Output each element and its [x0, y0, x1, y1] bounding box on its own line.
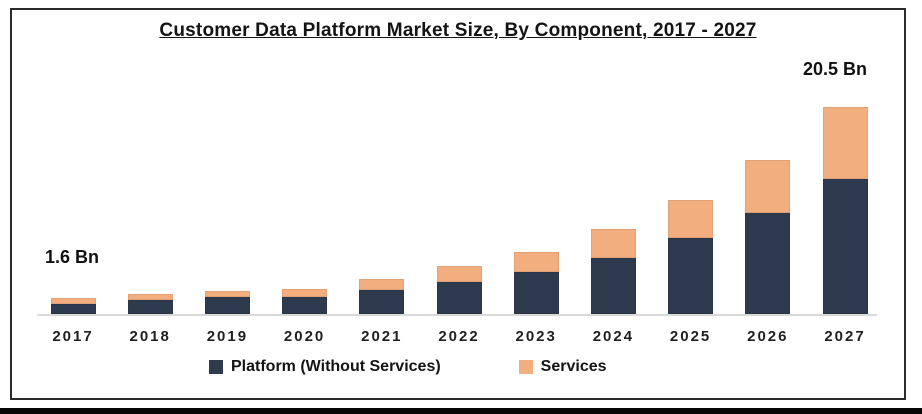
bar-segment-platform-2026 — [745, 213, 791, 314]
bar-segment-services-2023 — [513, 252, 559, 272]
legend-item-platform: Platform (Without Services) — [209, 358, 441, 376]
bar-segment-services-2018 — [127, 294, 173, 300]
x-axis-label-2026: 2026 — [747, 328, 789, 345]
x-axis-label-2017: 2017 — [52, 328, 94, 345]
x-axis-label-2024: 2024 — [592, 328, 635, 345]
bar-segment-platform-2020 — [282, 297, 328, 314]
bar-segment-services-2027 — [822, 107, 868, 179]
x-axis-line — [37, 314, 877, 316]
x-axis-label-2025: 2025 — [669, 328, 712, 345]
x-axis-label-2022: 2022 — [438, 328, 480, 345]
plot-area: 2017 2018 2019 2020 2021 2022 2023 2024 2025 2026… — [12, 10, 904, 398]
x-axis-label-2023: 2023 — [515, 328, 557, 345]
bar-segment-platform-2017 — [50, 304, 96, 314]
x-axis-label-2021: 2021 — [361, 328, 403, 345]
annotation-last-year-value: 20.5 Bn — [803, 59, 868, 79]
bar-segment-services-2024 — [590, 229, 636, 258]
legend: Platform (Without Services) Services — [209, 358, 607, 376]
bar-segment-platform-2018 — [127, 300, 173, 314]
bar-segment-platform-2025 — [668, 238, 714, 314]
bar-segment-services-2022 — [436, 266, 482, 282]
bar-segment-platform-2019 — [204, 297, 250, 314]
legend-item-services: Services — [518, 358, 607, 376]
x-axis-label-2019: 2019 — [206, 328, 249, 345]
platform-swatch-icon — [209, 360, 223, 374]
x-axis-label-2018: 2018 — [129, 328, 171, 345]
bar-segment-services-2019 — [204, 291, 250, 297]
bar-segment-platform-2024 — [590, 258, 636, 314]
bar-segment-platform-2027 — [822, 179, 868, 314]
legend-label-services: Services — [540, 358, 607, 375]
bar-segment-platform-2022 — [436, 282, 482, 314]
bar-segment-services-2025 — [668, 200, 714, 238]
services-swatch-icon — [518, 360, 533, 374]
chart-title: Customer Data Platform Market Size, By C… — [159, 20, 757, 41]
x-axis-label-2020: 2020 — [283, 328, 326, 345]
x-axis-label-2027: 2027 — [824, 328, 866, 345]
bar-segment-services-2026 — [745, 160, 791, 213]
bar-segment-services-2017 — [50, 298, 96, 304]
bar-segment-services-2021 — [359, 279, 405, 290]
chart-frame: Customer Data Platform Market Size, By C… — [10, 8, 906, 400]
bar-segment-services-2020 — [282, 289, 328, 297]
bar-segment-platform-2021 — [359, 290, 405, 314]
annotation-first-year-value: 1.6 Bn — [45, 247, 100, 267]
legend-label-platform: Platform (Without Services) — [231, 358, 441, 375]
bar-segment-platform-2023 — [513, 272, 559, 314]
page-bottom-rule — [0, 408, 922, 414]
